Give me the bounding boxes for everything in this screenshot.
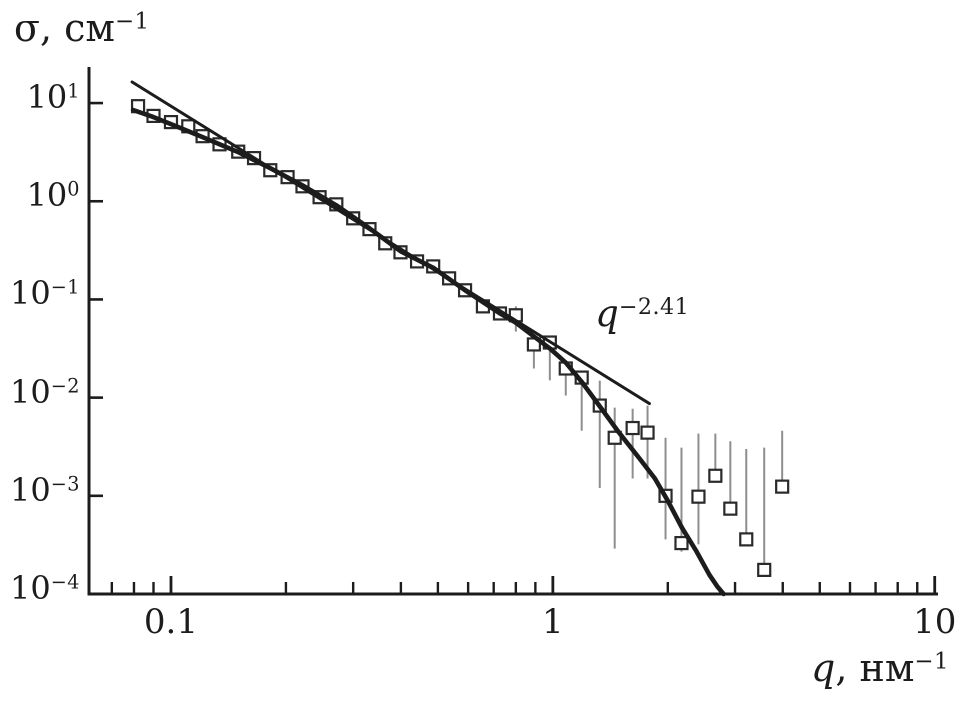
y-tick-label-base: 10 <box>26 176 68 215</box>
y-axis-title-text: σ, см <box>14 6 115 50</box>
power-law-line <box>130 80 651 406</box>
y-tick-label-base: 10 <box>9 372 51 411</box>
y-tick-label: 10−4 <box>0 570 80 607</box>
y-tick-label-exponent: −3 <box>50 472 80 496</box>
y-tick-label: 10−1 <box>0 275 80 312</box>
x-axis-title-exponent: −1 <box>914 648 949 675</box>
x-tick-label: 10 <box>913 602 955 642</box>
x-axis-title-variable: q <box>811 646 836 690</box>
power-law-annotation-exponent: −2.41 <box>618 294 690 321</box>
y-axis-title-exponent: −1 <box>114 8 150 35</box>
data-point-marker <box>691 489 706 504</box>
data-point-marker <box>775 479 790 494</box>
y-tick-label-exponent: −2 <box>50 374 80 398</box>
power-law-annotation-base: q <box>595 292 619 336</box>
power-law-annotation: q−2.41 <box>595 292 689 335</box>
y-tick-label-base: 10 <box>26 78 68 117</box>
y-tick-label: 10−2 <box>0 372 80 411</box>
data-point-marker <box>708 468 723 483</box>
y-tick-label-base: 10 <box>9 274 51 313</box>
y-tick-label-exponent: −1 <box>50 275 80 299</box>
y-tick-label-exponent: 0 <box>67 177 80 201</box>
x-axis-title: q, нм−1 <box>811 646 949 690</box>
x-tick-label: 0.1 <box>143 602 198 642</box>
x-axis-title-text: , нм <box>835 646 915 690</box>
y-tick-label-exponent: 1 <box>67 79 80 103</box>
y-tick-label-exponent: −4 <box>50 570 80 594</box>
fit-curve <box>130 107 726 597</box>
data-point-marker <box>723 501 738 516</box>
y-tick-label: 10−3 <box>0 470 80 509</box>
data-point-marker <box>625 420 640 436</box>
data-point-marker <box>674 535 689 551</box>
y-axis-title: σ, см−1 <box>14 6 150 50</box>
data-point-marker <box>640 425 655 440</box>
x-tick-label: 1 <box>542 602 564 642</box>
data-point-marker <box>757 562 772 577</box>
y-tick-label: 100 <box>0 177 80 214</box>
y-tick-label-base: 10 <box>9 569 51 607</box>
data-point-marker <box>739 532 754 547</box>
y-tick-label: 101 <box>0 79 80 116</box>
y-tick-label-base: 10 <box>9 470 51 509</box>
